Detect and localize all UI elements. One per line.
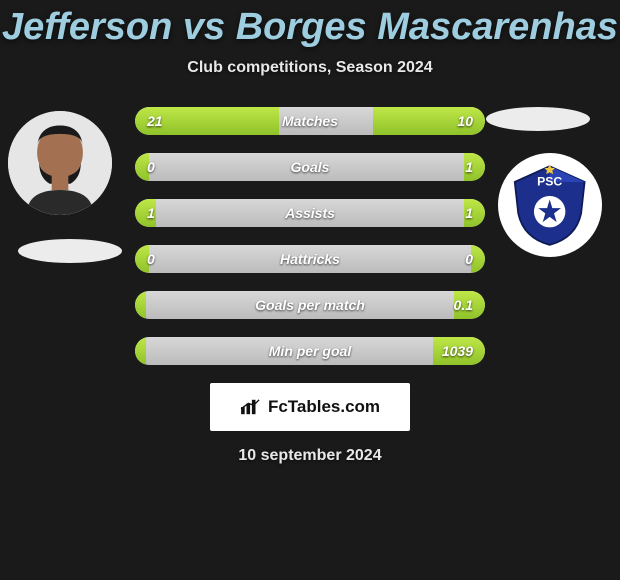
- stat-right-value: 1039: [442, 343, 473, 359]
- fctables-logo: FcTables.com: [210, 383, 410, 431]
- club-crest-icon: PSC: [506, 161, 593, 248]
- stat-left-value: 21: [147, 113, 163, 129]
- player-left-club-ellipse: [18, 239, 122, 263]
- stat-bar: 0 Goals 1: [135, 153, 485, 181]
- stat-left-value: 1: [147, 205, 155, 221]
- stat-right-value: 1: [465, 205, 473, 221]
- stat-label: Hattricks: [280, 251, 340, 267]
- stat-label: Min per goal: [269, 343, 351, 359]
- stat-left-value: 0: [147, 159, 155, 175]
- stat-bar: 1 Assists 1: [135, 199, 485, 227]
- stat-bar-left-fill: [135, 291, 146, 319]
- page-title: Jefferson vs Borges Mascarenhas: [0, 0, 620, 49]
- stat-right-value: 0.1: [454, 297, 473, 313]
- logo-chart-icon: [240, 398, 262, 416]
- subtitle: Club competitions, Season 2024: [0, 59, 620, 77]
- stats-bars: 21Matches100Goals11Assists10Hattricks0Go…: [135, 103, 485, 365]
- stat-bar: Goals per match 0.1: [135, 291, 485, 319]
- player-right-crest: PSC: [498, 153, 602, 257]
- stat-label: Goals: [291, 159, 330, 175]
- svg-text:PSC: PSC: [537, 175, 562, 189]
- stat-bar: Min per goal 1039: [135, 337, 485, 365]
- stat-bar: 0 Hattricks 0: [135, 245, 485, 273]
- player-right-club-ellipse: [486, 107, 590, 131]
- stat-label: Goals per match: [255, 297, 365, 313]
- player-left-avatar: [8, 111, 112, 215]
- comparison-stage: PSC 21Matches100Goals11Assists10Hattrick…: [0, 103, 620, 365]
- stat-label: Matches: [282, 113, 338, 129]
- stat-right-value: 1: [465, 159, 473, 175]
- date-label: 10 september 2024: [0, 447, 620, 465]
- logo-text: FcTables.com: [268, 397, 380, 417]
- stat-label: Assists: [285, 205, 335, 221]
- stat-left-value: 0: [147, 251, 155, 267]
- player-left-icon: [8, 111, 112, 215]
- stat-bar: 21 Matches 10: [135, 107, 485, 135]
- stat-bar-left-fill: [135, 337, 146, 365]
- stat-right-value: 10: [457, 113, 473, 129]
- stat-right-value: 0: [465, 251, 473, 267]
